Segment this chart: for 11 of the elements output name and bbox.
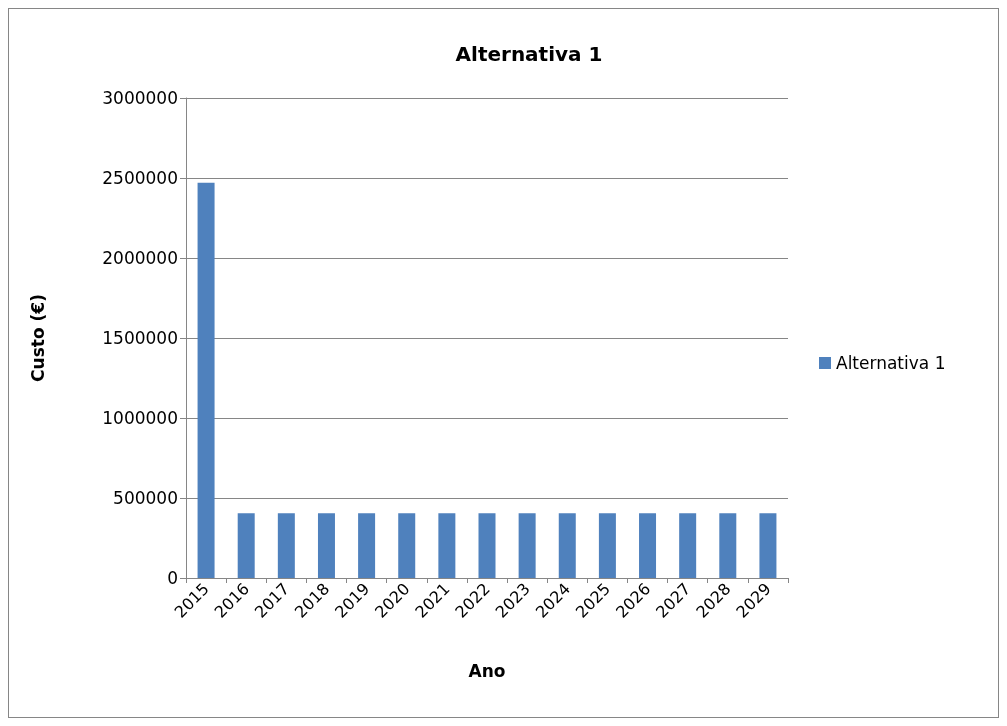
y-tick-label: 0 <box>167 568 178 588</box>
y-tick-label: 500000 <box>113 488 178 508</box>
y-tick-label: 3000000 <box>102 88 178 108</box>
y-tick-label: 2000000 <box>102 248 178 268</box>
chart-title: Alternativa 1 <box>455 42 603 66</box>
y-tick-label: 2500000 <box>102 168 178 188</box>
y-axis-title: Custo (€) <box>27 294 48 382</box>
legend-label: Alternativa 1 <box>836 353 946 373</box>
x-axis-title: Ano <box>468 660 506 681</box>
y-tick-label: 1500000 <box>102 328 178 348</box>
y-tick-label: 1000000 <box>102 408 178 428</box>
